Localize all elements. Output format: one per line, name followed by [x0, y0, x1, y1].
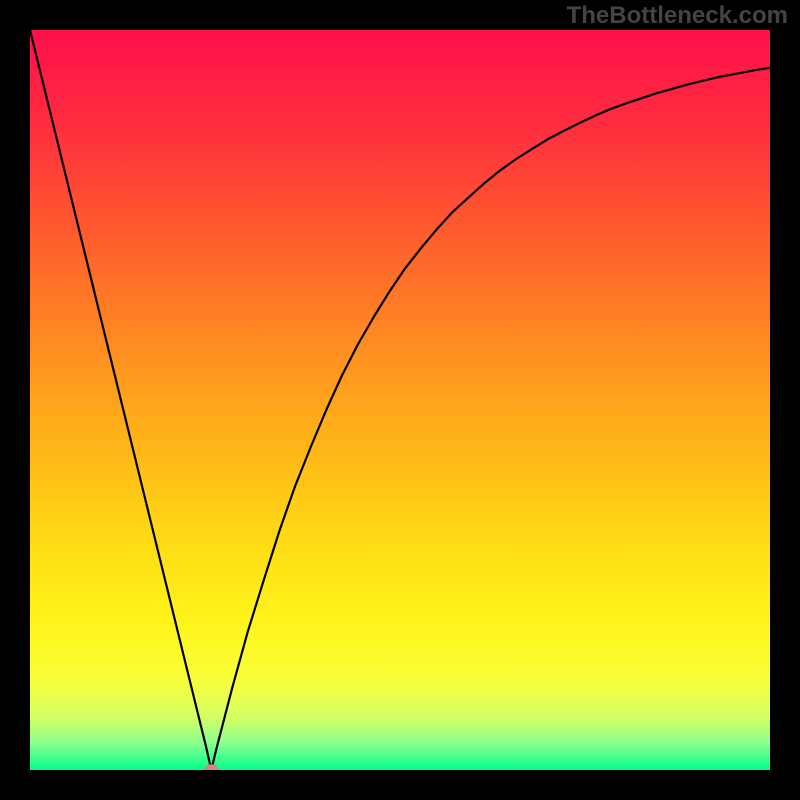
chart-background: [30, 30, 770, 770]
chart-svg: [30, 30, 770, 770]
chart-frame: TheBottleneck.com: [0, 0, 800, 800]
chart-plot-area: [30, 30, 770, 770]
watermark-text: TheBottleneck.com: [567, 2, 788, 30]
